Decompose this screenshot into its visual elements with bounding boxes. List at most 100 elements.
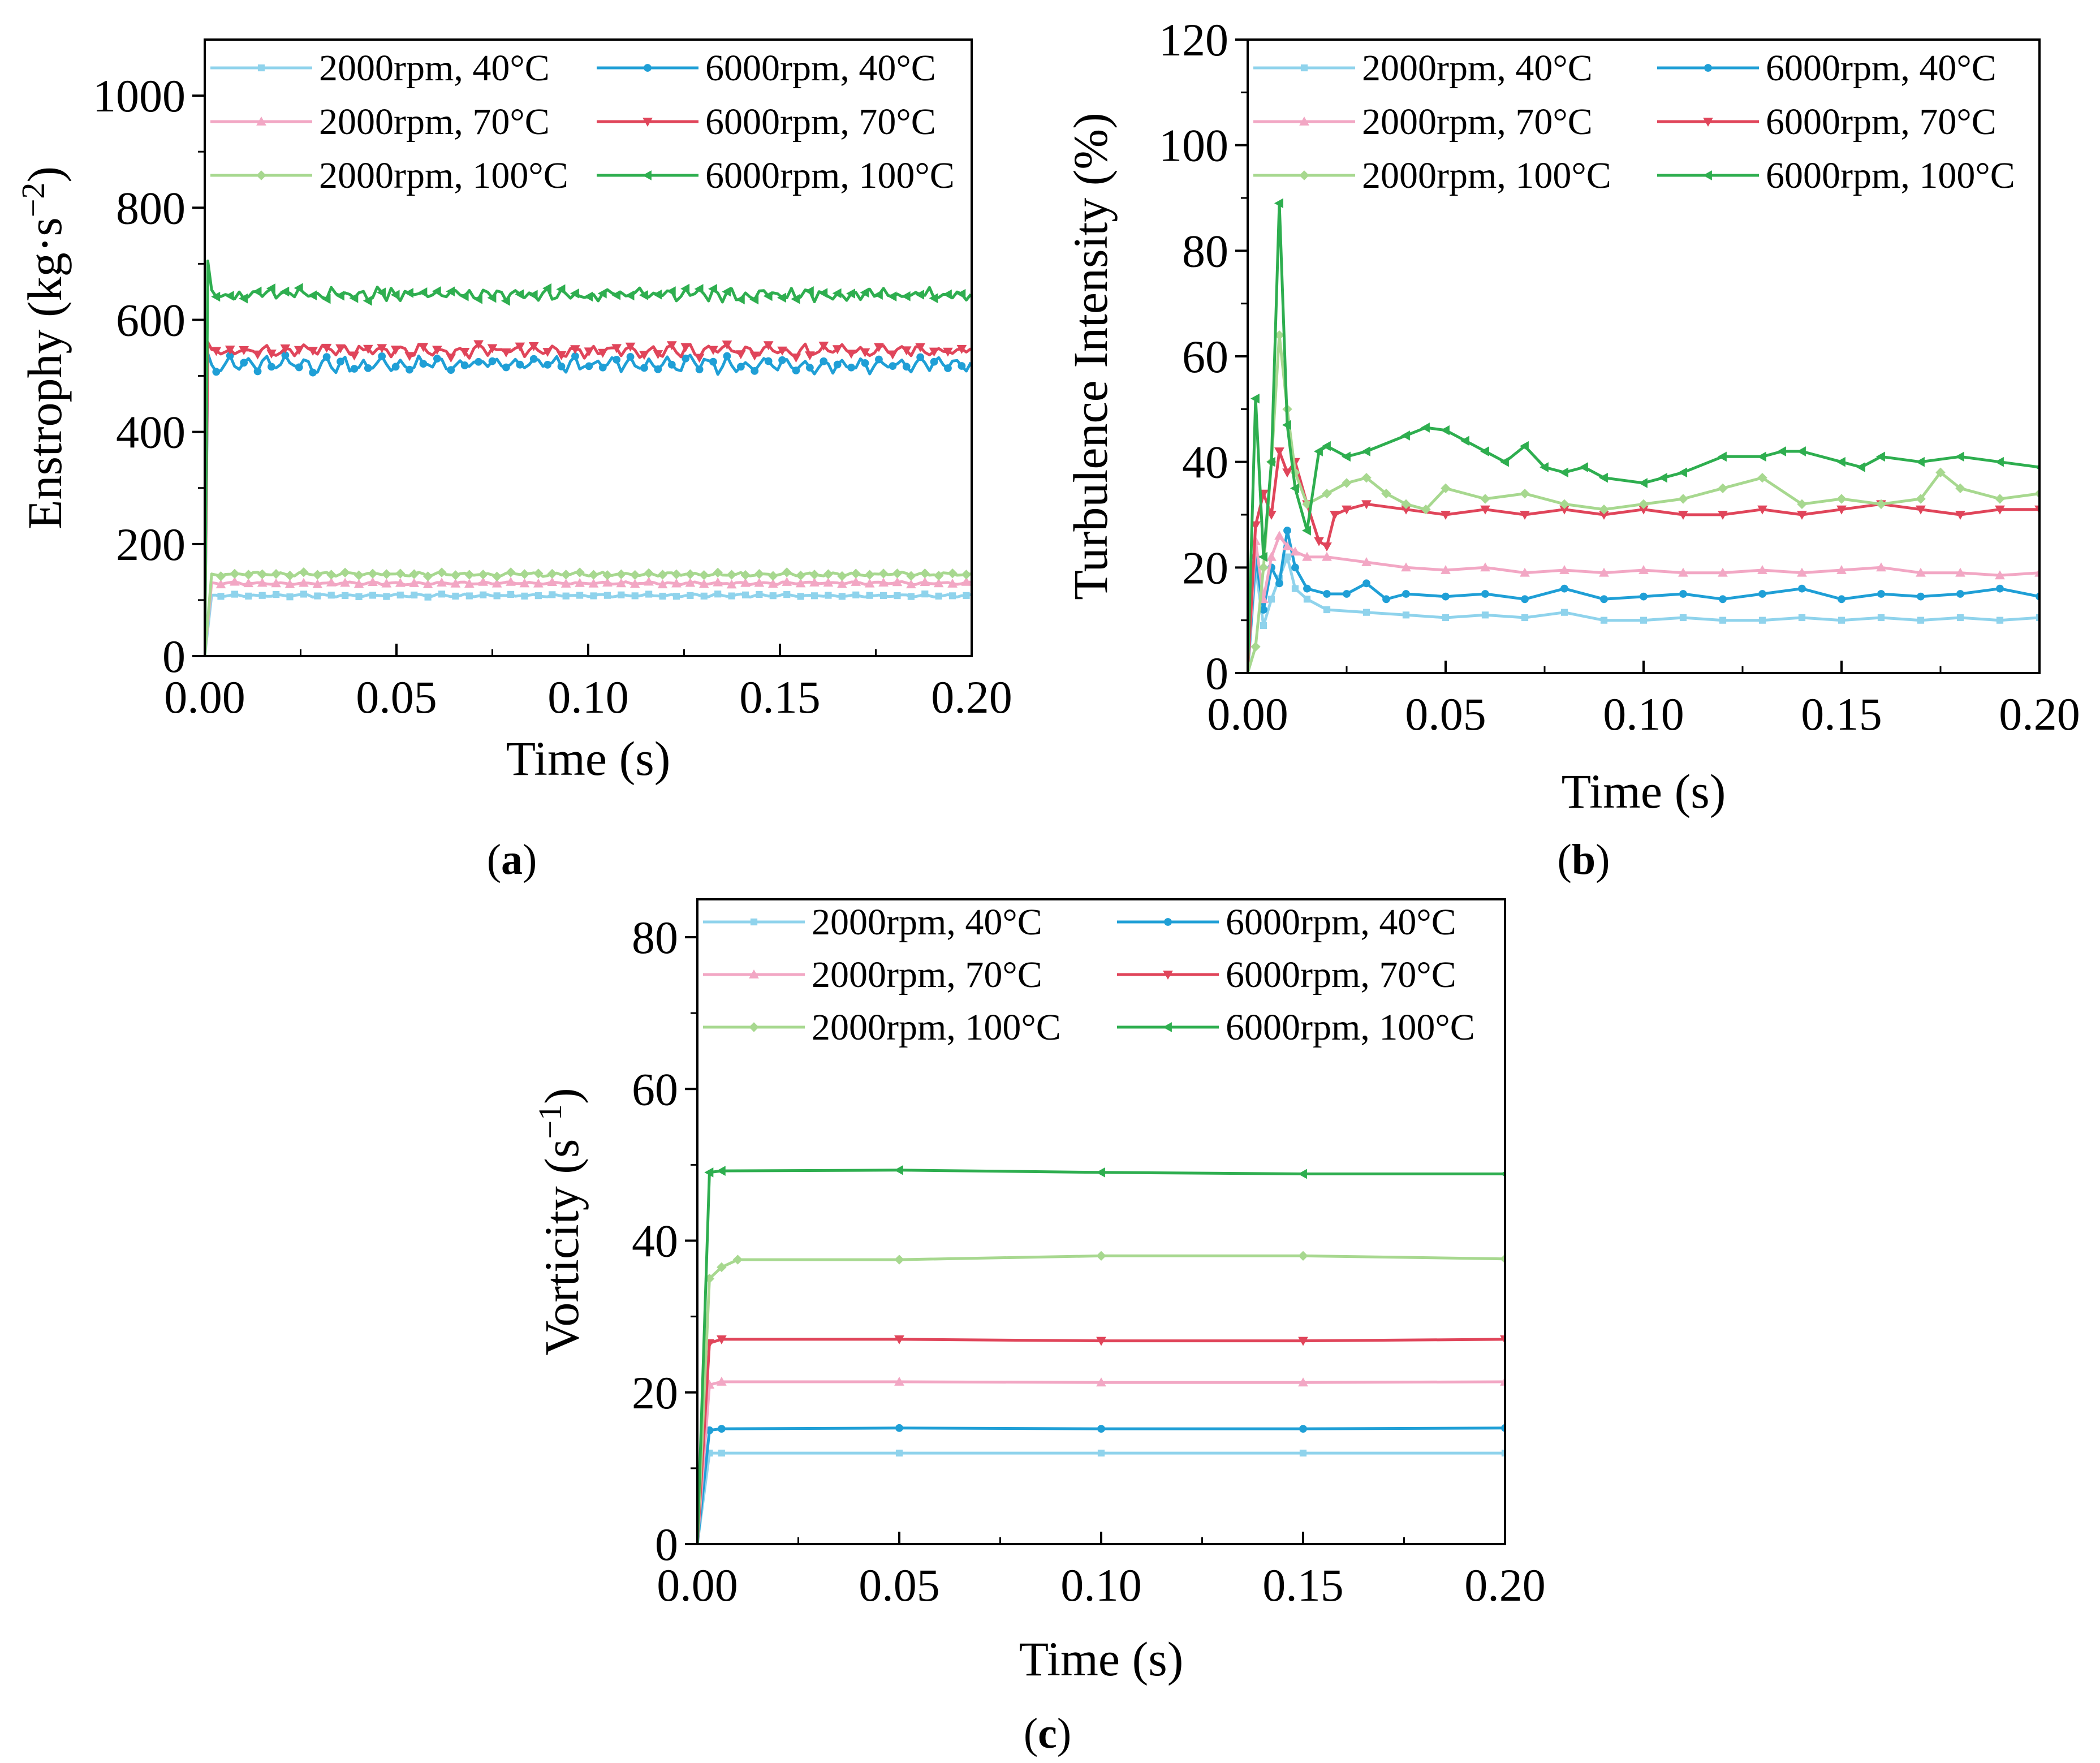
y-axis-title-close-c: ) (534, 1088, 589, 1104)
data-point-b-4 (1757, 472, 1767, 483)
data-point-a-0 (866, 592, 873, 599)
data-point-a-5 (266, 283, 275, 294)
data-point-a-5 (639, 290, 648, 300)
plot-area-b (1248, 198, 2039, 673)
data-point-b-3 (1797, 511, 1807, 520)
legend-marker-b-2 (1299, 116, 1309, 126)
data-point-a-4 (892, 568, 903, 579)
data-point-a-5 (708, 283, 717, 294)
data-point-a-0 (741, 591, 749, 598)
data-point-a-3 (708, 346, 718, 355)
data-point-a-1 (626, 353, 635, 361)
data-point-a-0 (672, 593, 680, 600)
data-point-b-4 (1599, 504, 1609, 515)
data-point-a-4 (230, 568, 240, 579)
data-point-b-2 (1955, 567, 1965, 577)
legend-a: 2000rpm, 40°C 6000rpm, 40°C 2000rpm, 70°C 6… (210, 48, 955, 196)
data-point-b-5 (1579, 462, 1588, 472)
data-point-b-0 (1877, 614, 1885, 622)
y-axis-title-a: Enstrophy (kg·s−2) (15, 166, 72, 529)
data-point-a-2 (560, 578, 571, 588)
data-point-b-3 (1955, 511, 1965, 520)
legend-label-c-2: 2000rpm, 70°C (812, 954, 1042, 995)
data-point-a-3 (446, 354, 456, 363)
data-point-c-2 (716, 1376, 727, 1386)
data-point-c-4 (1096, 1251, 1106, 1261)
data-point-b-4 (1361, 472, 1372, 483)
data-point-b-2 (1599, 567, 1609, 577)
data-point-b-2 (1678, 567, 1688, 577)
data-point-a-0 (355, 593, 363, 600)
data-point-a-5 (611, 290, 621, 300)
data-point-a-3 (763, 341, 774, 351)
data-point-a-4 (768, 571, 778, 581)
data-point-b-3 (1322, 542, 1332, 552)
series-line-b-2 (1248, 534, 2039, 673)
data-point-a-3 (432, 346, 442, 355)
plot-frame-c (696, 898, 1506, 1545)
data-point-a-4 (243, 570, 253, 580)
data-point-a-5 (942, 289, 952, 300)
data-point-b-2 (1290, 546, 1300, 556)
data-point-b-4 (1995, 494, 2005, 504)
data-point-a-1 (268, 363, 275, 371)
data-point-a-0 (935, 592, 942, 600)
data-point-a-0 (603, 592, 611, 599)
y-tick-label-c: 80 (632, 912, 678, 963)
data-point-b-5 (1258, 551, 1267, 562)
data-point-a-2 (506, 576, 516, 586)
data-point-a-4 (726, 570, 737, 580)
data-point-a-3 (832, 345, 843, 355)
data-point-a-3 (818, 342, 829, 351)
data-point-a-5 (528, 290, 538, 300)
y-tick-label-b: 60 (1182, 331, 1228, 382)
data-point-b-3 (1342, 505, 1352, 515)
data-point-a-3 (211, 347, 222, 356)
data-point-a-3 (584, 347, 594, 357)
data-point-a-5 (694, 284, 704, 294)
data-point-a-5 (846, 288, 856, 299)
legend-label-c-3: 6000rpm, 70°C (1226, 954, 1456, 995)
data-point-b-2 (1916, 567, 1926, 577)
data-point-a-2 (698, 579, 709, 588)
data-point-a-0 (493, 592, 501, 600)
data-point-a-5 (570, 288, 579, 299)
data-point-b-2 (1302, 551, 1312, 561)
data-point-b-3 (1520, 511, 1530, 520)
legend-label-c-0: 2000rpm, 40°C (812, 902, 1042, 943)
data-point-c-0 (1097, 1449, 1105, 1457)
data-point-a-4 (616, 569, 627, 579)
data-point-b-3 (1361, 500, 1372, 510)
data-point-a-2 (878, 577, 889, 587)
data-point-a-2 (892, 577, 903, 587)
data-point-a-1 (682, 354, 690, 363)
panel-caption-letter-c: c (1038, 1710, 1057, 1757)
data-point-a-3 (929, 347, 939, 357)
data-point-a-0 (507, 590, 515, 598)
data-point-b-0 (1560, 609, 1568, 616)
data-point-a-1 (736, 363, 745, 371)
data-point-b-0 (1719, 617, 1727, 624)
data-point-a-4 (823, 569, 834, 579)
legend-b: 2000rpm, 40°C 6000rpm, 40°C 2000rpm, 70°C 6… (1253, 48, 2015, 196)
data-point-a-1 (613, 356, 621, 364)
legend-label-b-2: 2000rpm, 70°C (1362, 101, 1593, 143)
chart-b: 0.00 0.05 0.10 0.15 0.20 0 20 40 60 80 100 120 Time … (1063, 14, 2080, 883)
data-point-b-1 (1719, 595, 1727, 604)
legend-label-b-5: 6000rpm, 100°C (1766, 155, 2015, 196)
x-tick-label-a: 0.05 (356, 671, 437, 723)
legend-c: 2000rpm, 40°C 6000rpm, 40°C 2000rpm, 70°C 6… (703, 902, 1475, 1048)
data-point-b-5 (1559, 467, 1568, 478)
data-point-a-1 (585, 362, 593, 370)
data-point-a-3 (266, 350, 277, 359)
data-point-a-4 (257, 569, 268, 579)
x-tick-label-b: 0.10 (1603, 688, 1684, 740)
data-point-a-1 (447, 366, 455, 374)
data-point-a-3 (335, 344, 346, 354)
data-point-b-2 (1401, 562, 1411, 572)
data-point-a-1 (433, 355, 441, 363)
data-point-b-3 (1718, 511, 1728, 520)
data-point-a-1 (309, 368, 317, 377)
data-point-b-0 (1362, 609, 1370, 616)
data-point-b-5 (1539, 462, 1549, 472)
